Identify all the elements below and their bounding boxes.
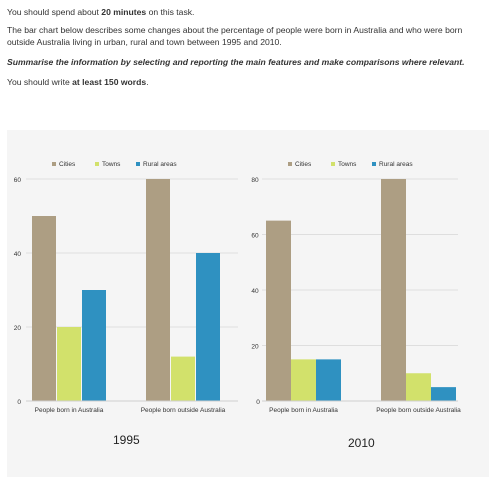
c1995-bar-cities-2 <box>146 179 170 401</box>
word-instruction: You should write at least 150 words. <box>7 76 485 88</box>
c2010-y-tick-label: 60 <box>251 233 259 240</box>
c2010-legend-label-cities: Cities <box>295 161 312 168</box>
c1995-legend-label-rural: Rural areas <box>143 161 177 168</box>
c2010-y-tick-label: 40 <box>251 288 259 295</box>
c1995-category-label: People born outside Australia <box>141 407 226 414</box>
chart-1995-title: 1995 <box>113 433 140 447</box>
c1995-bar-towns-1 <box>57 327 81 401</box>
chart-2010-title: 2010 <box>348 436 375 450</box>
c1995-legend-label-towns: Towns <box>102 161 121 168</box>
c2010-legend-label-towns: Towns <box>338 161 357 168</box>
c2010-bar-towns-1 <box>291 359 316 401</box>
task-instruction: Summarise the information by selecting a… <box>7 57 465 67</box>
c2010-category-label: People born outside Australia <box>376 407 461 414</box>
c2010-bar-rural-2 <box>431 387 456 401</box>
task-description: The bar chart below describes some chang… <box>7 25 463 47</box>
c2010-legend-swatch-towns <box>331 162 335 166</box>
word-bold: at least 150 words <box>72 77 147 87</box>
c2010-y-tick-label: 0 <box>256 399 260 406</box>
c1995-legend-swatch-rural <box>136 162 140 166</box>
c2010-y-tick-label: 20 <box>251 344 259 351</box>
c2010-y-tick-label: 80 <box>251 177 259 184</box>
c1995-y-tick-label: 40 <box>14 251 22 258</box>
c2010-bar-rural-1 <box>316 359 341 401</box>
c2010-legend-swatch-rural <box>372 162 376 166</box>
c1995-category-label: People born in Australia <box>35 407 104 414</box>
c2010-legend-swatch-cities <box>288 162 292 166</box>
c2010-bar-towns-2 <box>406 373 431 401</box>
c1995-bar-towns-2 <box>171 356 195 401</box>
c1995-legend-swatch-towns <box>95 162 99 166</box>
time-bold: 20 minutes <box>101 7 147 17</box>
word-text-end: . <box>146 77 149 87</box>
c2010-legend-label-rural: Rural areas <box>379 161 413 168</box>
c2010-bar-cities-1 <box>266 220 291 401</box>
c1995-legend-label-cities: Cities <box>59 161 76 168</box>
c1995-bar-cities-1 <box>32 216 56 401</box>
c1995-y-tick-label: 0 <box>17 399 21 406</box>
word-text: You should write <box>7 77 73 87</box>
c1995-y-tick-label: 60 <box>14 177 22 184</box>
c2010-bar-cities-2 <box>381 179 406 401</box>
c1995-legend-swatch-cities <box>52 162 56 166</box>
c1995-bar-rural-2 <box>196 253 220 401</box>
c1995-y-tick-label: 20 <box>14 325 22 332</box>
c1995-bar-rural-1 <box>82 290 106 401</box>
time-text: You should spend about <box>7 7 102 17</box>
time-instruction: You should spend about 20 minutes on thi… <box>7 6 485 18</box>
c2010-category-label: People born in Australia <box>269 407 338 414</box>
time-text-end: on this task. <box>146 7 195 17</box>
task-instructions: You should spend about 20 minutes on thi… <box>7 6 485 96</box>
